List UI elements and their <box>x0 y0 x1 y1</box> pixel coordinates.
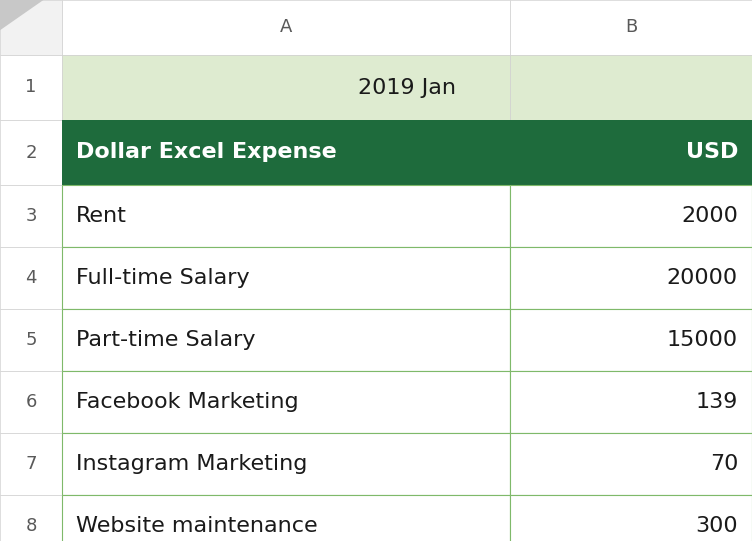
Text: 2: 2 <box>26 143 37 162</box>
Text: 2019 Jan: 2019 Jan <box>358 77 456 97</box>
Bar <box>62 185 510 247</box>
Bar <box>0 0 62 55</box>
Text: Part-time Salary: Part-time Salary <box>76 330 256 350</box>
Text: Dollar Excel Expense: Dollar Excel Expense <box>76 142 337 162</box>
Bar <box>510 185 752 247</box>
Text: 1: 1 <box>26 78 37 96</box>
Bar <box>510 433 752 495</box>
Text: 4: 4 <box>26 269 37 287</box>
Polygon shape <box>0 0 44 30</box>
Bar <box>62 120 510 185</box>
Text: Full-time Salary: Full-time Salary <box>76 268 250 288</box>
Bar <box>0 309 62 371</box>
Bar <box>62 55 510 120</box>
Text: 8: 8 <box>26 517 37 535</box>
Bar <box>0 185 62 247</box>
Text: 5: 5 <box>26 331 37 349</box>
Bar <box>62 309 510 371</box>
Text: B: B <box>625 18 637 36</box>
Text: 7: 7 <box>26 455 37 473</box>
Bar <box>62 495 510 541</box>
Text: 20000: 20000 <box>667 268 738 288</box>
Text: 139: 139 <box>696 392 738 412</box>
Text: 300: 300 <box>696 516 738 536</box>
Bar <box>62 247 510 309</box>
Bar <box>510 247 752 309</box>
Bar <box>510 495 752 541</box>
Text: USD: USD <box>686 142 738 162</box>
Text: 15000: 15000 <box>667 330 738 350</box>
Bar <box>0 371 62 433</box>
Text: 6: 6 <box>26 393 37 411</box>
Text: 70: 70 <box>710 454 738 474</box>
Bar <box>0 120 62 185</box>
Bar <box>62 433 510 495</box>
Text: 2000: 2000 <box>681 206 738 226</box>
Bar <box>0 433 62 495</box>
Text: Rent: Rent <box>76 206 127 226</box>
Bar <box>510 0 752 55</box>
Text: Website maintenance: Website maintenance <box>76 516 317 536</box>
Bar <box>0 55 62 120</box>
Text: Facebook Marketing: Facebook Marketing <box>76 392 299 412</box>
Bar <box>62 0 510 55</box>
Bar <box>0 247 62 309</box>
Bar <box>510 371 752 433</box>
Text: Instagram Marketing: Instagram Marketing <box>76 454 308 474</box>
Bar <box>510 120 752 185</box>
Bar <box>510 309 752 371</box>
Text: A: A <box>280 18 293 36</box>
Text: 3: 3 <box>26 207 37 225</box>
Bar <box>62 371 510 433</box>
Bar <box>0 495 62 541</box>
Bar <box>510 55 752 120</box>
